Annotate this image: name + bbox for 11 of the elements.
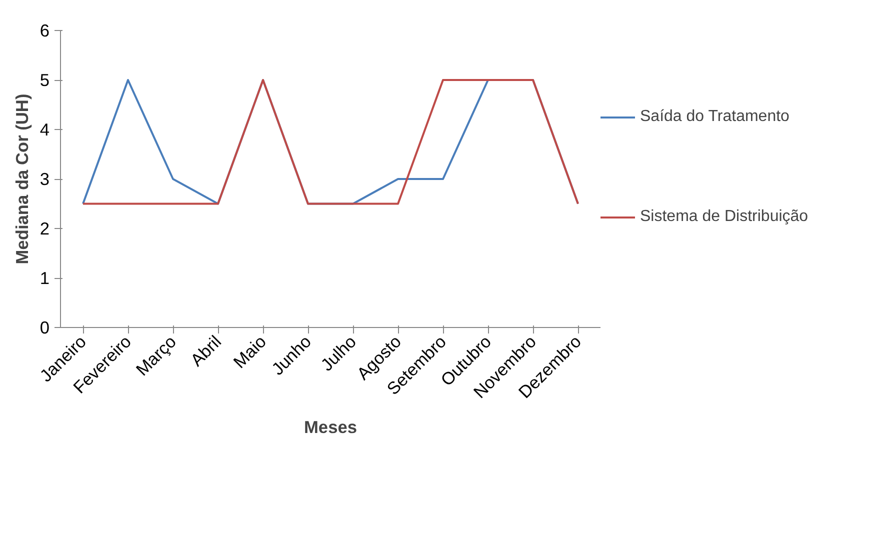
y-tick-label: 5 bbox=[40, 70, 50, 90]
y-tick-label: 6 bbox=[40, 20, 50, 40]
x-axis-title: Meses bbox=[304, 417, 357, 438]
y-tick-label: 0 bbox=[40, 318, 50, 338]
y-tick-label: 1 bbox=[40, 268, 50, 288]
y-tick-label: 4 bbox=[40, 120, 50, 140]
legend-label: Saída do Tratamento bbox=[640, 108, 790, 126]
legend-label: Sistema de Distribuição bbox=[640, 208, 808, 226]
y-tick-label: 3 bbox=[40, 169, 50, 189]
y-axis-title: Mediana da Cor (UH) bbox=[12, 94, 32, 264]
y-tick-label: 2 bbox=[40, 218, 50, 238]
